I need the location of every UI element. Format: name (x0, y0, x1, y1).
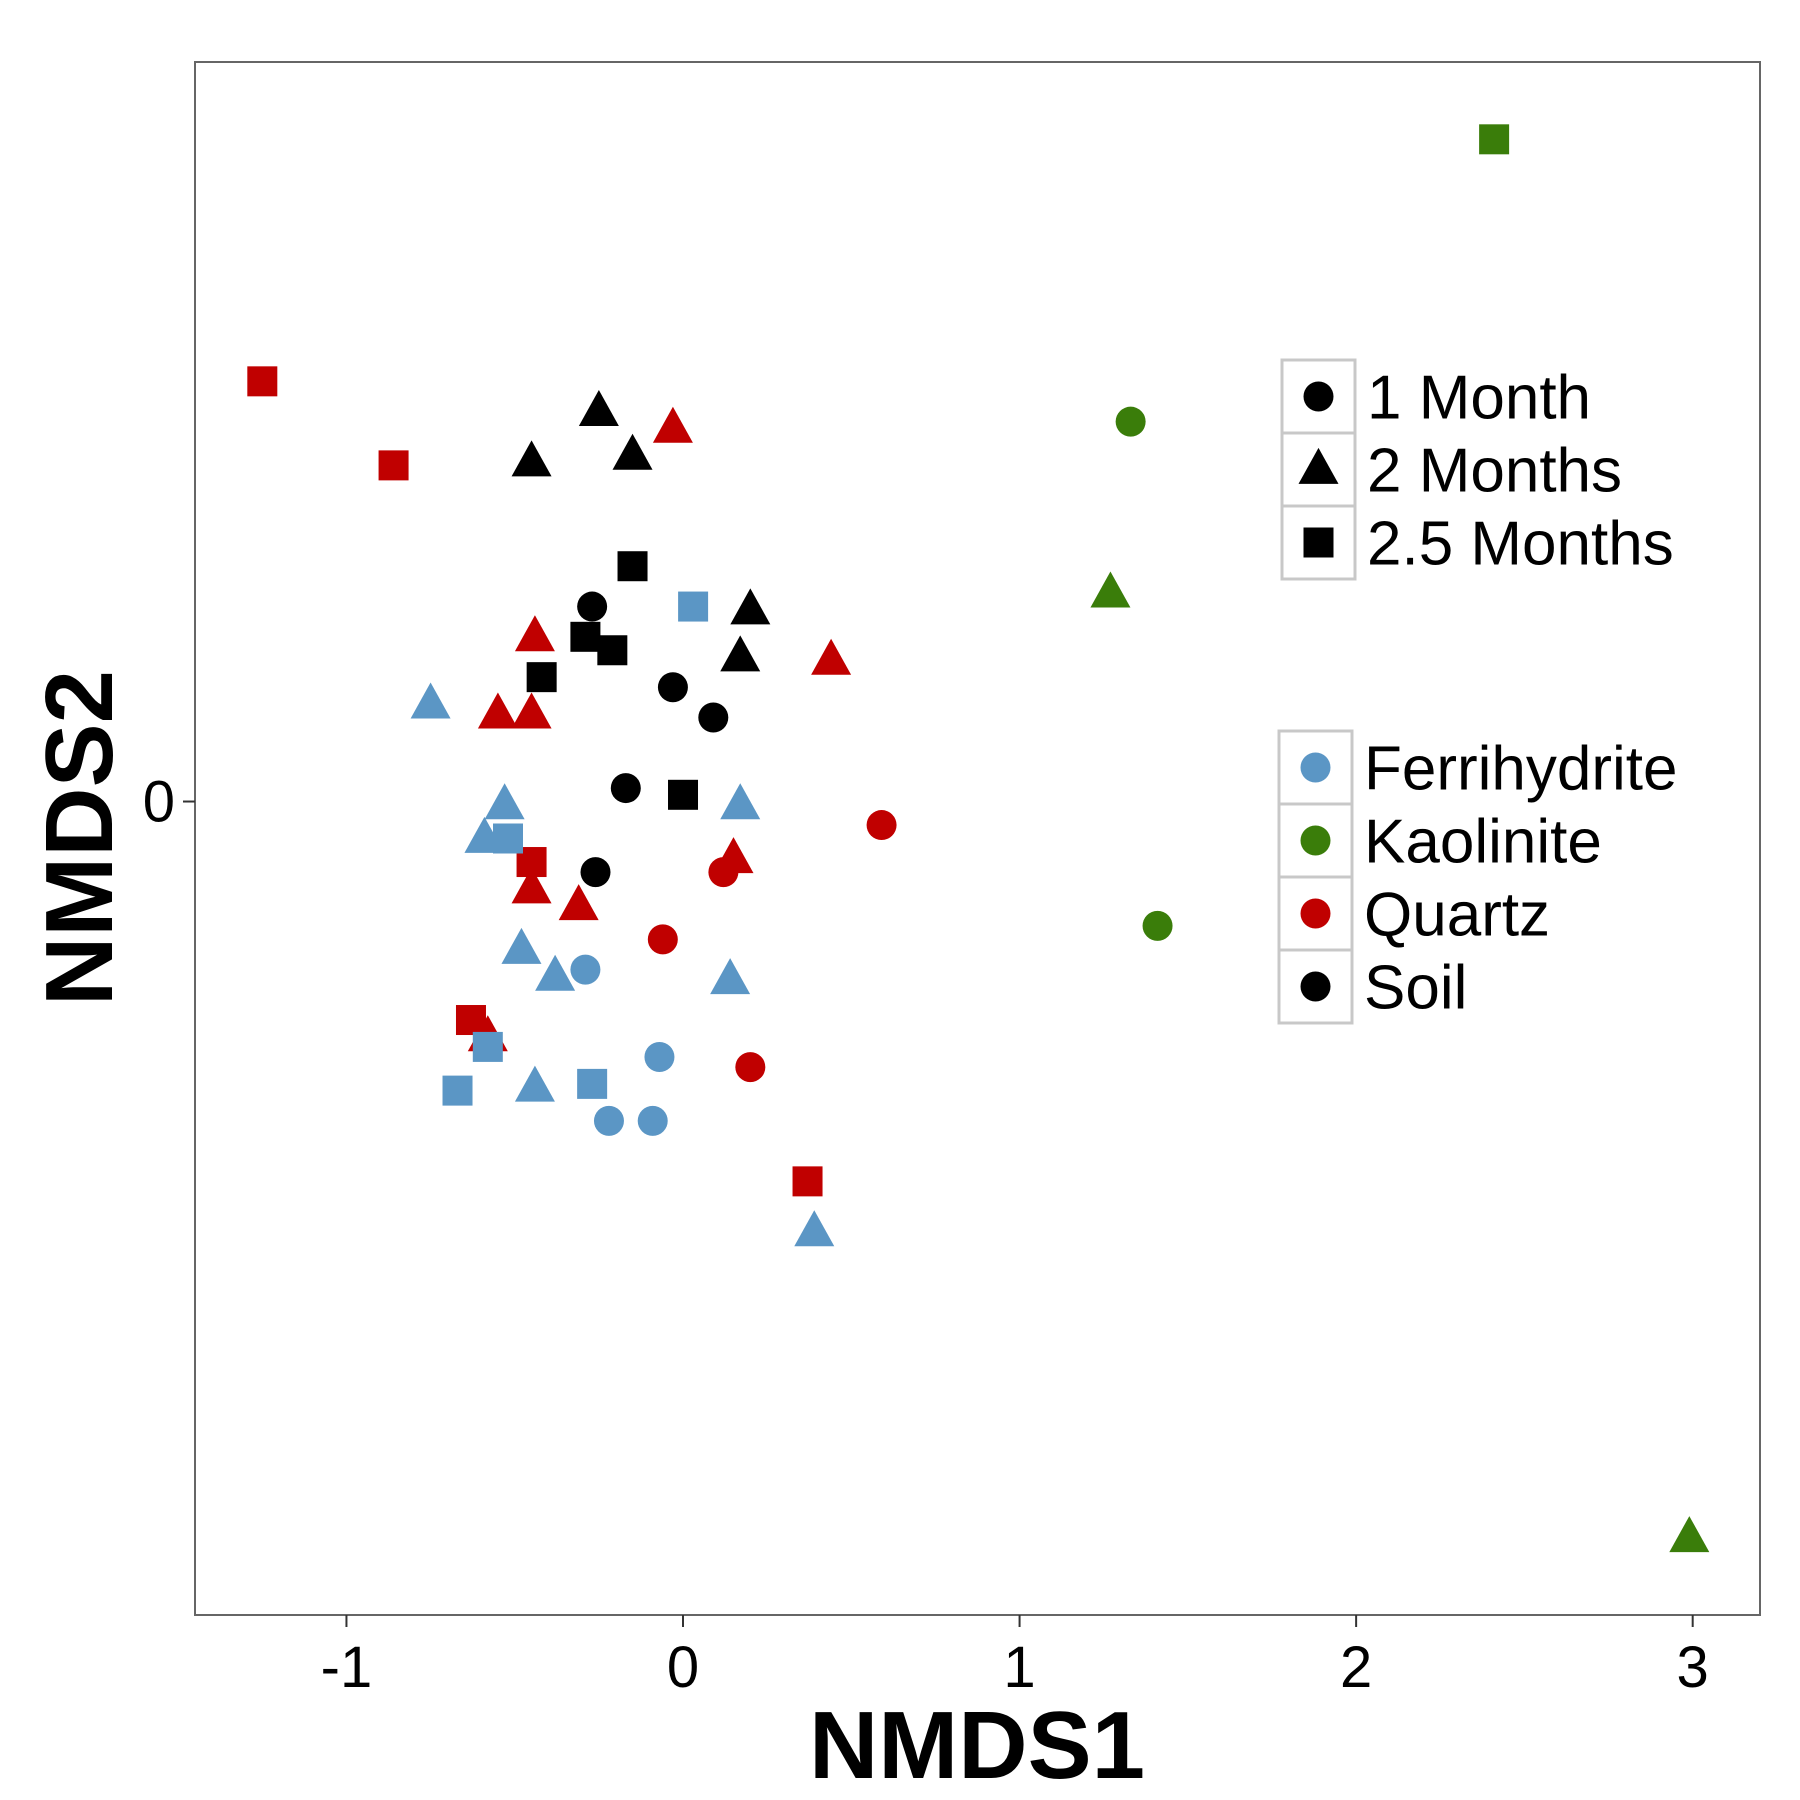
point-ferrihydrite-2-months (720, 783, 761, 820)
point-soil-2-months (720, 635, 761, 672)
shape-legend-symbol-circle (1303, 381, 1334, 412)
color-legend-swatch-quartz (1300, 898, 1331, 929)
point-kaolinite-1-month (1115, 406, 1146, 437)
point-ferrihydrite-1-month (637, 1105, 668, 1136)
color-legend-label: Quartz (1364, 881, 1550, 950)
color-legend-label: Soil (1364, 954, 1467, 1023)
shape-legend-symbol-square (1303, 527, 1334, 558)
x-tick-label: 1 (1003, 1635, 1035, 1700)
point-ferrihydrite-2-months (410, 682, 451, 719)
plot-panel (194, 61, 1761, 1616)
x-axis: -1 0 1 2 3 (321, 1615, 1709, 1700)
point-ferrihydrite-2-5-months (577, 1068, 608, 1099)
point-soil-1-month (657, 672, 688, 703)
color-legend-swatch-soil (1300, 971, 1331, 1002)
point-quartz-1-month (735, 1052, 766, 1083)
point-quartz-2-months (713, 837, 754, 874)
point-quartz-2-months (652, 406, 693, 443)
point-kaolinite-2-months (1669, 1516, 1710, 1553)
points-layer (247, 124, 1710, 1553)
point-soil-2-months (511, 440, 552, 477)
point-ferrihydrite-2-5-months (493, 823, 523, 854)
point-soil-1-month (698, 702, 729, 733)
point-kaolinite-2-5-months (1479, 124, 1510, 155)
point-ferrihydrite-2-months (501, 927, 542, 964)
point-ferrihydrite-2-5-months (472, 1031, 503, 1062)
point-soil-2-months (578, 389, 619, 426)
shape-legend-label: 2 Months (1367, 437, 1622, 506)
y-axis-title: NMDS2 (26, 670, 133, 1006)
point-quartz-2-months (558, 884, 599, 921)
point-kaolinite-2-months (1090, 571, 1131, 608)
y-axis: 0 (143, 770, 195, 835)
color-legend-key (1277, 802, 1354, 879)
point-ferrihydrite-2-months (484, 783, 525, 820)
point-ferrihydrite-2-5-months (678, 591, 709, 622)
point-quartz-1-month (647, 924, 678, 955)
point-quartz-2-months (511, 867, 552, 904)
shape-legend-label: 2.5 Months (1367, 510, 1674, 579)
point-ferrihydrite-2-months (794, 1210, 835, 1247)
color-legend-swatch-kaolinite (1300, 825, 1331, 856)
point-ferrihydrite-2-months (514, 1065, 555, 1102)
point-soil-2-5-months (617, 551, 648, 582)
point-ferrihydrite-1-month (593, 1105, 624, 1136)
point-ferrihydrite-1-month (570, 954, 601, 985)
shape-legend-key (1280, 504, 1357, 581)
point-ferrihydrite-2-months (710, 958, 751, 995)
point-soil-2-months (612, 433, 653, 470)
x-tick-label: 3 (1677, 1635, 1709, 1700)
point-soil-2-5-months (597, 635, 628, 666)
point-kaolinite-1-month (1142, 910, 1173, 941)
point-ferrihydrite-1-month (644, 1041, 675, 1072)
point-quartz-2-5-months (378, 450, 409, 481)
x-tick-label: 0 (667, 1635, 699, 1700)
point-soil-1-month (610, 773, 641, 804)
point-soil-1-month (577, 591, 608, 622)
point-quartz-2-5-months (455, 1005, 486, 1036)
color-legend-label: Ferrihydrite (1364, 735, 1678, 804)
point-quartz-2-months (514, 615, 555, 652)
point-quartz-2-months (811, 638, 852, 675)
point-ferrihydrite-2-5-months (442, 1075, 473, 1106)
point-quartz-2-months (511, 692, 552, 729)
color-legend-swatch-ferrihydrite (1300, 752, 1331, 783)
x-tick-label: -1 (321, 1635, 373, 1700)
y-tick-label: 0 (143, 770, 175, 835)
point-quartz-2-months (477, 692, 518, 729)
point-ferrihydrite-2-months (535, 954, 576, 991)
x-tick-label: 2 (1340, 1635, 1372, 1700)
x-axis-title: NMDS1 (809, 1692, 1145, 1799)
shape-legend-symbol-triangle (1298, 447, 1339, 484)
point-soil-2-5-months (668, 779, 699, 810)
point-quartz-1-month (866, 810, 897, 841)
color-legend-label: Kaolinite (1364, 808, 1602, 877)
point-soil-2-5-months (526, 662, 557, 693)
point-quartz-2-5-months (792, 1166, 823, 1197)
point-quartz-2-5-months (247, 366, 278, 397)
point-soil-2-months (730, 588, 771, 625)
shape-legend-label: 1 Month (1367, 364, 1591, 433)
point-soil-2-5-months (570, 621, 601, 652)
point-soil-1-month (580, 857, 611, 888)
